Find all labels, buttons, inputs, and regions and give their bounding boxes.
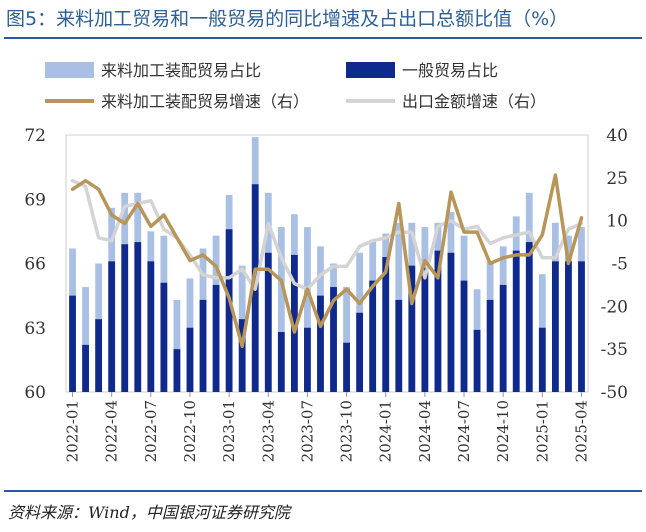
bar-general-share — [512, 250, 520, 392]
bar-processing-share — [277, 227, 285, 392]
y-left-tick-label: 72 — [24, 126, 46, 146]
bar-general-share — [369, 280, 377, 392]
legend-label-processing-growth: 来料加工装配贸易增速（右） — [101, 92, 309, 111]
footer-divider — [4, 490, 642, 492]
bar-general-share — [330, 287, 337, 392]
x-tick-label: 2022-04 — [103, 400, 121, 462]
plot-area: 60 63 66 69 72 -50 -35 -20 -5 10 25 40 2022-01 2022-0… — [24, 126, 628, 462]
bar-general-share — [421, 267, 429, 392]
bar-general-share — [277, 332, 285, 392]
x-tick-label: 2022-01 — [64, 400, 82, 462]
bar-general-share — [304, 327, 311, 392]
bar-general-share — [447, 252, 455, 392]
bar-general-share — [238, 319, 246, 392]
bar-general-share — [134, 242, 142, 392]
y-left-tick-label: 69 — [24, 190, 46, 210]
x-tick-label: 2024-04 — [416, 400, 434, 462]
bar-general-share — [343, 342, 350, 392]
legend-swatch-processing-share — [45, 62, 94, 78]
source-note: 资料来源：Wind，中国银河证券研究院 — [8, 503, 290, 522]
bar-general-share — [225, 229, 233, 392]
bar-general-share — [356, 312, 364, 392]
line-export-growth — [70, 178, 584, 291]
bar-processing-share — [343, 287, 350, 392]
x-tick-label: 2025-01 — [533, 400, 551, 462]
bar-processing-share — [173, 299, 181, 392]
bar-general-share — [121, 244, 129, 392]
legend-label-export-growth: 出口金额增速（右） — [402, 92, 546, 111]
bar-general-share — [460, 280, 468, 392]
chart-title: 图5：来料加工贸易和一般贸易的同比增速及占出口总额比值（%） — [6, 8, 569, 30]
legend-label-general-share: 一般贸易占比 — [402, 61, 498, 80]
bar-general-share — [264, 252, 272, 392]
y-right-tick-label: -35 — [601, 340, 628, 360]
bar-general-share — [160, 282, 168, 392]
y-right-tick-label: 25 — [606, 169, 628, 189]
y-right-tick-label: 40 — [606, 126, 628, 146]
x-tick-label: 2025-04 — [572, 400, 590, 462]
bar-general-share — [578, 261, 585, 392]
x-tick-label: 2024-10 — [494, 400, 512, 462]
bar-general-share — [486, 299, 494, 392]
y-right-tick-label: -20 — [601, 297, 628, 317]
bar-processing-share — [82, 287, 89, 392]
x-tick-label: 2024-07 — [455, 400, 473, 462]
bar-general-share — [551, 261, 559, 392]
bar-general-share — [473, 329, 481, 392]
bar-general-share — [69, 295, 76, 392]
y-right-tick-label: -50 — [601, 383, 628, 403]
x-tick-label: 2022-07 — [142, 400, 160, 462]
bar-general-share — [108, 261, 116, 392]
y-right-tick-label: -5 — [611, 255, 628, 275]
bar-general-share — [538, 327, 546, 392]
bar-general-share — [173, 349, 181, 392]
legend-label-processing-share: 来料加工装配贸易占比 — [101, 61, 261, 80]
bar-general-share — [499, 284, 507, 392]
y-left-tick-label: 63 — [24, 319, 46, 339]
x-tick-label: 2023-01 — [220, 400, 238, 462]
bar-general-share — [408, 265, 416, 392]
legend: 来料加工装配贸易占比 一般贸易占比 来料加工装配贸易增速（右） 出口金额增速（右… — [45, 61, 546, 111]
bar-general-share — [434, 250, 442, 392]
x-tick-label: 2023-07 — [298, 400, 316, 462]
bar-general-share — [317, 295, 324, 392]
x-tick-label: 2022-10 — [181, 400, 199, 462]
legend-swatch-general-share — [346, 62, 395, 78]
bar-general-share — [147, 261, 155, 392]
title-divider — [4, 37, 642, 39]
y-right-tick-label: 10 — [606, 212, 628, 232]
y-left-tick-label: 60 — [24, 383, 46, 403]
x-tick-label: 2024-01 — [377, 400, 395, 462]
bar-general-share — [395, 299, 403, 392]
bar-general-share — [290, 254, 298, 392]
bar-general-share — [95, 319, 103, 392]
bar-general-share — [565, 261, 572, 392]
bar-general-share — [525, 242, 533, 392]
bar-general-share — [382, 257, 390, 392]
plot-frame — [65, 134, 589, 393]
bar-general-share — [186, 327, 194, 392]
bar-general-share — [212, 284, 220, 392]
x-tick-label: 2023-04 — [259, 400, 277, 462]
bar-processing-share — [304, 227, 311, 392]
x-tick-label: 2023-10 — [338, 400, 356, 462]
bar-general-share — [199, 299, 207, 392]
bar-general-share — [82, 344, 89, 392]
line-processing-growth — [70, 173, 584, 349]
y-left-tick-label: 66 — [24, 255, 46, 275]
